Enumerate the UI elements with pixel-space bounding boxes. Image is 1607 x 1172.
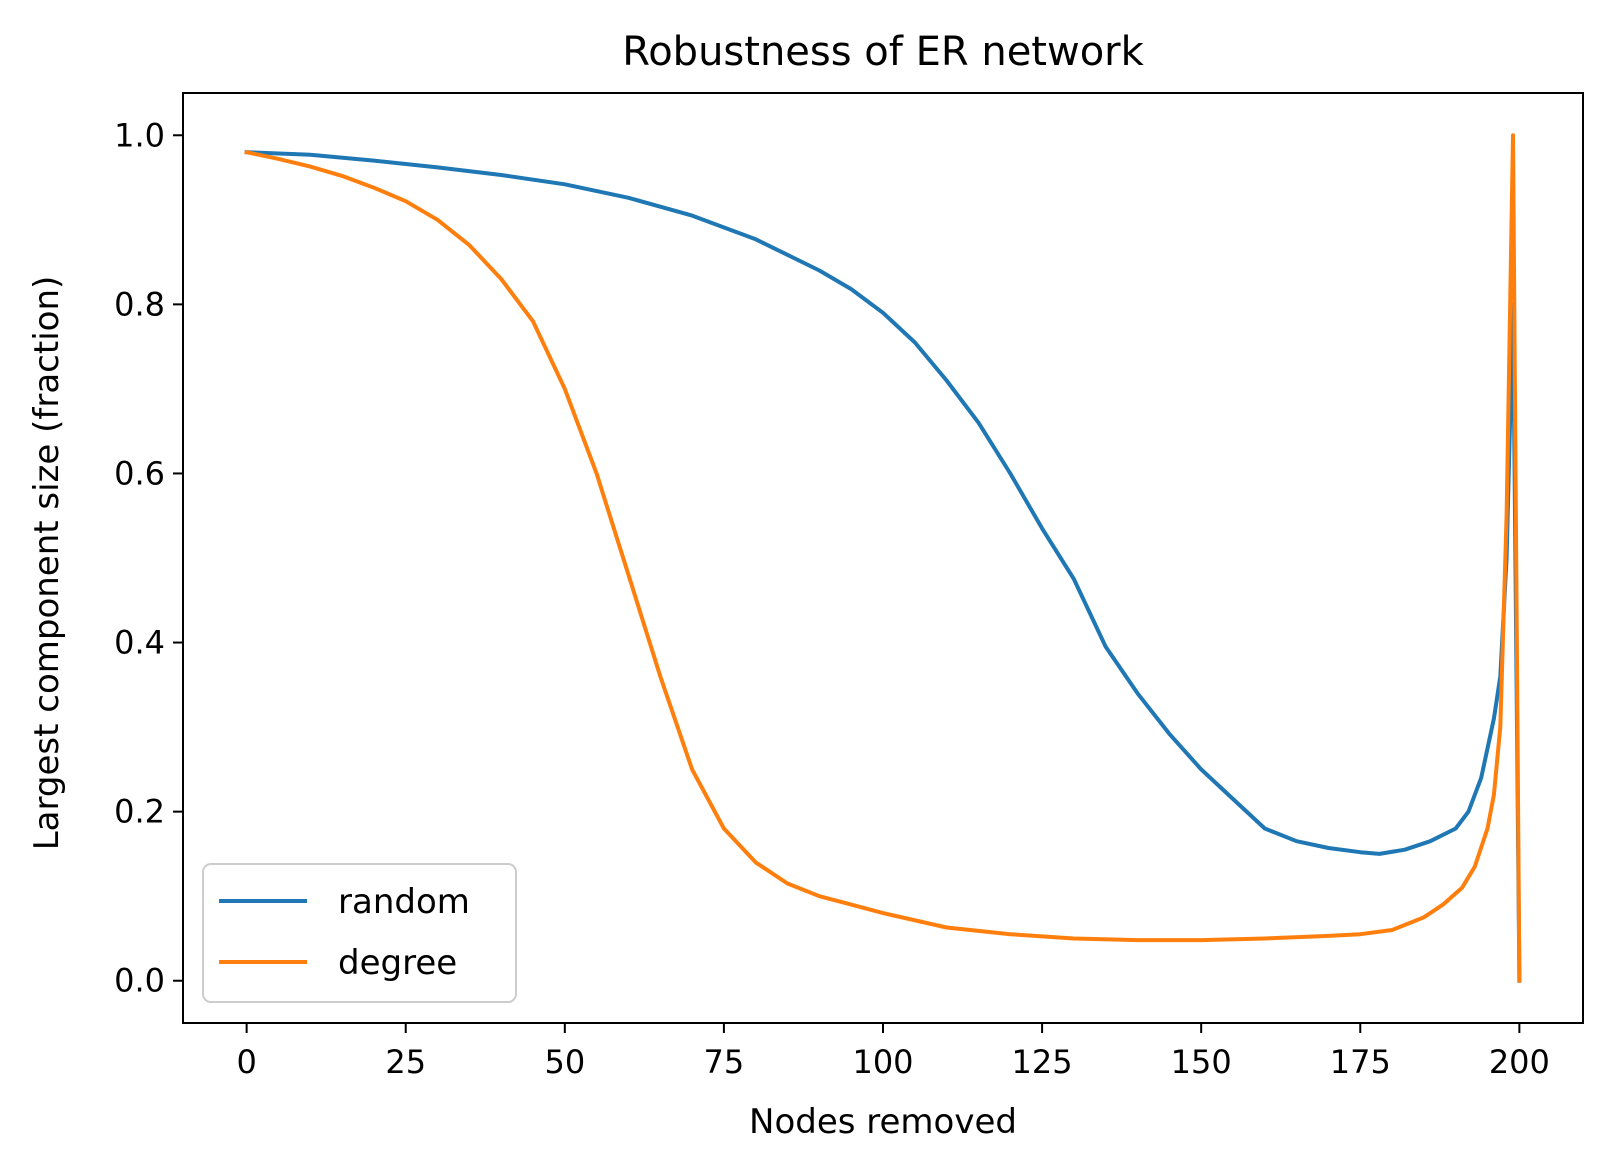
plot-area — [244, 133, 1522, 983]
series-line-random — [244, 150, 1522, 983]
legend-label-random: random — [338, 882, 470, 922]
y-tick-label: 1.0 — [114, 116, 165, 154]
chart-title: Robustness of ER network — [622, 29, 1144, 75]
y-axis-ticks: 0.0 0.2 0.4 0.6 0.8 1.0 — [114, 116, 183, 1000]
x-tick-label: 200 — [1489, 1043, 1550, 1081]
y-tick-label: 0.2 — [114, 793, 165, 831]
x-tick-label: 50 — [544, 1043, 585, 1081]
legend: random degree — [202, 863, 517, 1003]
x-axis-ticks: 0 25 50 75 100 125 150 175 200 — [236, 1023, 1550, 1081]
legend-label-degree: degree — [338, 943, 457, 983]
series-line-degree — [244, 133, 1522, 983]
y-tick-label: 0.4 — [114, 624, 165, 662]
x-tick-label: 150 — [1171, 1043, 1232, 1081]
x-tick-label: 25 — [385, 1043, 426, 1081]
y-tick-label: 0.6 — [114, 454, 165, 492]
plot-frame — [182, 92, 1584, 1024]
y-axis-label: Largest component size (fraction) — [27, 276, 67, 851]
x-tick-label: 100 — [852, 1043, 913, 1081]
x-tick-label: 0 — [236, 1043, 256, 1081]
y-tick-label: 0.0 — [114, 962, 165, 1000]
x-tick-label: 125 — [1012, 1043, 1073, 1081]
x-tick-label: 175 — [1330, 1043, 1391, 1081]
x-tick-label: 75 — [704, 1043, 745, 1081]
x-axis-label: Nodes removed — [749, 1102, 1017, 1142]
y-tick-label: 0.8 — [114, 285, 165, 323]
legend-box — [202, 863, 517, 1003]
